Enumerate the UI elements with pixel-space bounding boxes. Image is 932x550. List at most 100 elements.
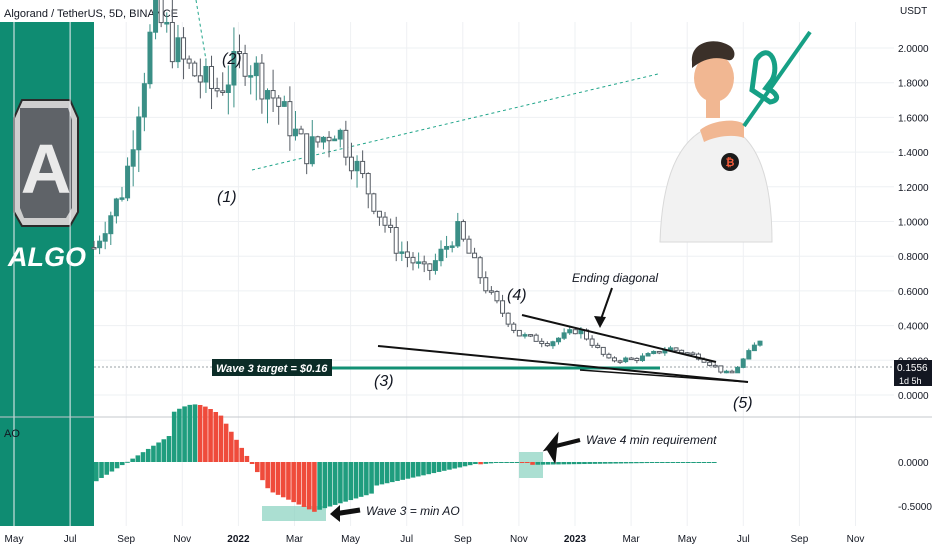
candle-body [264, 90, 270, 100]
candle-body [304, 133, 310, 165]
countdown-badge [894, 374, 932, 386]
candle-body [292, 128, 298, 137]
ending-diagonal-arrowhead [594, 316, 606, 328]
ao-bar [384, 462, 390, 484]
candle-body [365, 173, 371, 195]
ao-bar [457, 462, 463, 468]
candle-body [600, 346, 606, 355]
ao-bar [535, 462, 541, 465]
time-label: Jul [737, 534, 750, 545]
candle-body [225, 84, 231, 93]
candle-body [108, 215, 114, 235]
candle-body [707, 361, 713, 366]
candle-body [690, 352, 696, 355]
candle-body [544, 343, 550, 347]
time-label: May [5, 534, 24, 545]
ending-diagonal-arrow [599, 287, 613, 323]
time-label: Sep [791, 534, 809, 545]
ao-bar [275, 462, 281, 495]
ao-bar [119, 462, 125, 466]
ao-bar [639, 462, 644, 464]
ao-bar [197, 404, 203, 462]
candle-body [500, 300, 506, 314]
ao-bar [104, 462, 109, 475]
ao-bar [426, 462, 431, 475]
ending-diagonal-label: Ending diagonal [572, 271, 658, 285]
candle-body [281, 101, 287, 107]
ao-bar [654, 462, 660, 463]
candle-body [203, 65, 209, 83]
candle-body [639, 355, 645, 362]
candle-body [410, 256, 416, 264]
lower-trendline [377, 345, 749, 383]
price-tick: 1.4000 [898, 148, 929, 159]
candle-body [617, 360, 623, 363]
candle-body [119, 197, 125, 200]
ao-bar [644, 462, 650, 464]
candle-body [460, 221, 466, 240]
candle-body [186, 58, 192, 64]
candle-body [354, 160, 360, 172]
ao-bar [706, 462, 712, 463]
candle-body [723, 370, 729, 374]
ao-bar [540, 462, 546, 465]
ao-bar [467, 462, 473, 466]
candle-body [505, 312, 511, 325]
ao-bar [431, 462, 437, 474]
candle-body [516, 329, 522, 337]
ao-bar [509, 462, 515, 463]
candle-body [276, 97, 282, 107]
ao-bar [229, 431, 234, 462]
candle-body [197, 75, 203, 83]
candle-body [432, 260, 438, 271]
ao-bar [182, 406, 187, 462]
candle-body [102, 233, 108, 242]
ao-bar [151, 445, 156, 462]
candle-body [634, 357, 640, 362]
candles [91, 0, 763, 374]
candle-body [242, 53, 248, 77]
candle-body [253, 62, 259, 77]
ao-bar [696, 462, 702, 463]
ao-bar [338, 462, 343, 504]
candle-body [611, 357, 617, 362]
ao-bar [576, 462, 582, 465]
candle-body [399, 251, 405, 254]
candle-body [444, 245, 450, 250]
wave3-min-ao-label: Wave 3 = min AO [366, 504, 460, 518]
ao-bar [270, 462, 276, 493]
svg-text:₿: ₿ [726, 157, 735, 169]
wave3-arrow-icon [330, 505, 340, 522]
ao-bar [712, 462, 717, 463]
ao-bar [660, 462, 665, 463]
ao-bar [135, 455, 141, 462]
candle-body [348, 156, 354, 172]
ao-bar [566, 462, 572, 465]
candle-body [556, 337, 562, 343]
candle-body [360, 160, 366, 175]
ao-bar [602, 462, 608, 464]
ao-bar [405, 462, 411, 479]
ao-bar [177, 408, 182, 462]
price-axis: USDT 2.0000 1.8000 1.6000 1.4000 1.2000 1.000… [898, 6, 929, 402]
candle-body [751, 344, 757, 352]
candle-body [729, 370, 735, 374]
candle-body [175, 37, 181, 63]
ao-bar [353, 462, 359, 499]
candle-body [472, 252, 478, 259]
candle-body [125, 165, 131, 199]
ao-bar [462, 462, 468, 467]
ao-bar [452, 462, 457, 469]
ao-bar [410, 462, 416, 478]
wave3-min-highlight [262, 506, 326, 521]
candle-body [214, 87, 220, 92]
ao-label: AO [4, 428, 20, 440]
time-label: Jul [400, 534, 413, 545]
dashed-trend-1 [195, 0, 207, 61]
candle-body [533, 334, 539, 342]
ao-bar [634, 462, 639, 464]
time-label: Sep [454, 534, 472, 545]
candle-body [388, 224, 394, 228]
candle-body [416, 261, 422, 264]
